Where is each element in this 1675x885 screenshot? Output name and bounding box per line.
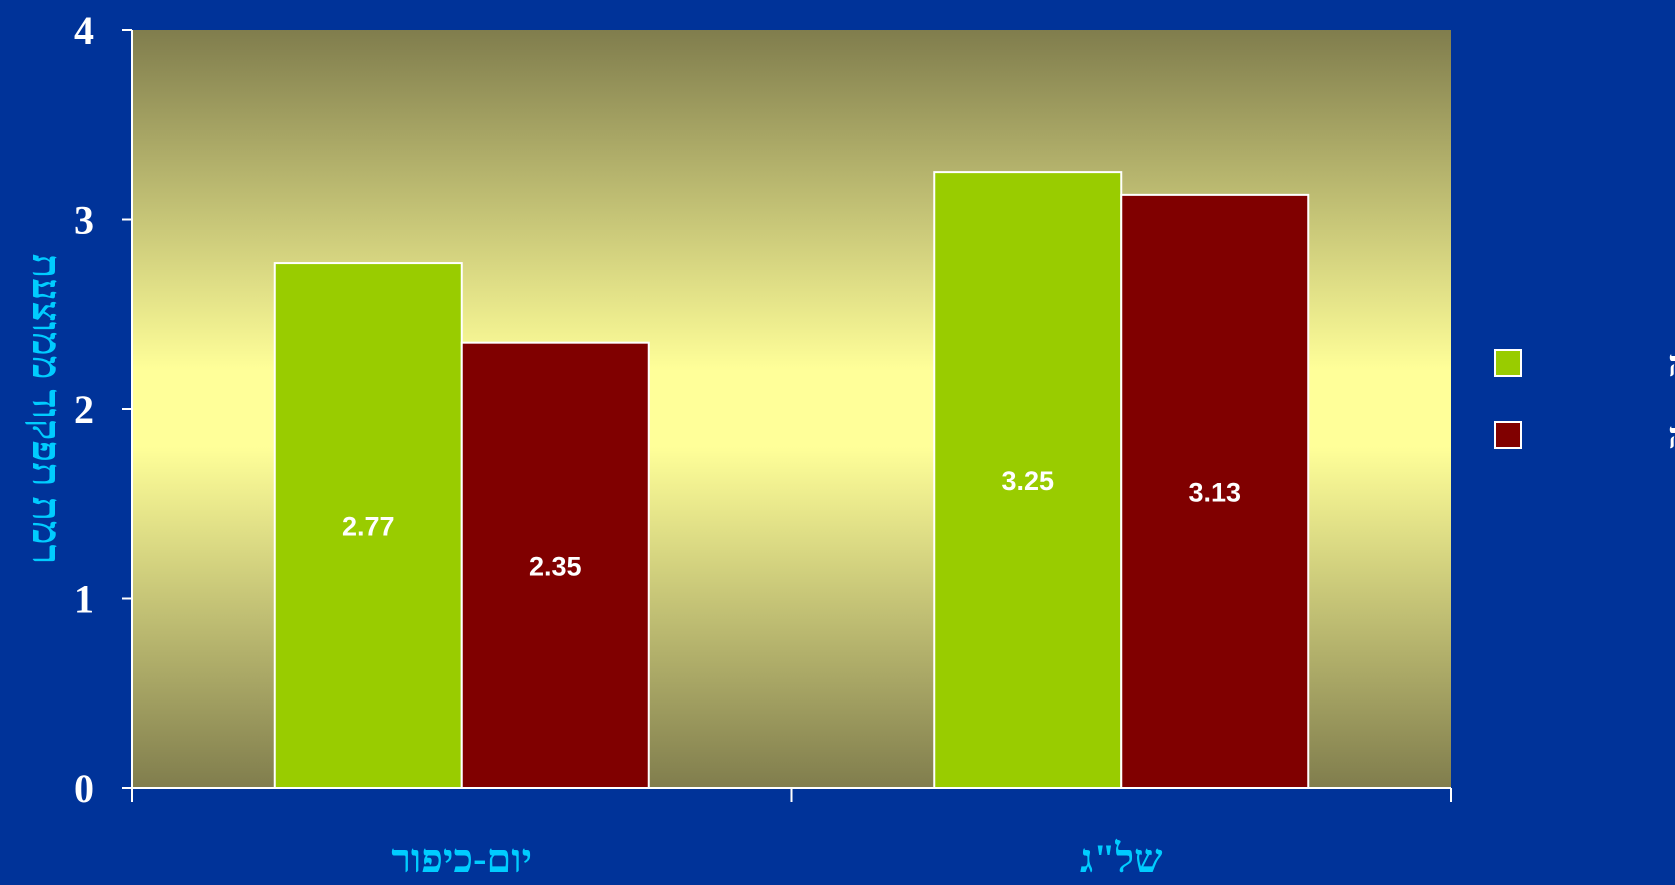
x-tick-label: יום-כיפור bbox=[391, 836, 532, 881]
legend-swatch bbox=[1494, 349, 1522, 377]
data-label: 2.77 bbox=[342, 512, 395, 542]
bar-1-1 bbox=[273, 262, 463, 789]
y-axis-title: רמת תפקוד ממוצעת bbox=[24, 254, 69, 564]
y-tick-label: 3 bbox=[74, 198, 94, 243]
bar-1-2 bbox=[933, 171, 1123, 789]
y-tick-label: 4 bbox=[74, 8, 94, 53]
legend-swatch bbox=[1494, 421, 1522, 449]
legend-label: ראשונה bbox=[1668, 344, 1675, 384]
data-label: 3.13 bbox=[1188, 477, 1241, 507]
bar-2-2 bbox=[1120, 193, 1310, 790]
data-label: 2.35 bbox=[529, 551, 582, 581]
legend-label: אחרונה bbox=[1668, 416, 1675, 456]
x-tick-label: של"ג bbox=[1080, 836, 1163, 881]
y-tick-label: 0 bbox=[74, 766, 94, 811]
data-label: 3.25 bbox=[1001, 466, 1054, 496]
y-tick-label: 2 bbox=[74, 387, 94, 432]
y-tick-label: 1 bbox=[74, 577, 94, 622]
bar-2-1 bbox=[460, 341, 650, 789]
